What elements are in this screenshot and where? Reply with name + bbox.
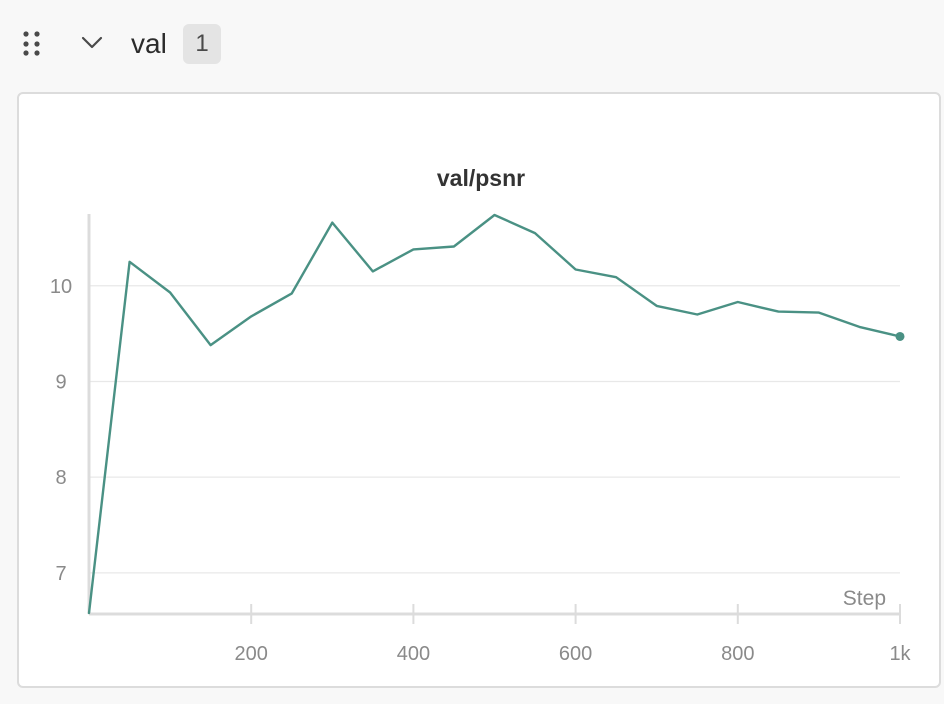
- drag-handle-icon[interactable]: [21, 30, 43, 58]
- section-title[interactable]: val: [131, 28, 167, 59]
- x-tick-label: 800: [721, 643, 754, 665]
- line-chart: val/psnr 7 8 9 10 200 400 600 800 1k Step: [50, 165, 912, 665]
- series-layer: [87, 213, 905, 615]
- grid-lines: [89, 285, 900, 574]
- x-tick-label: 400: [397, 643, 430, 665]
- series-end-point: [895, 331, 905, 341]
- x-tick-label: 200: [235, 643, 268, 665]
- x-tick-label: 600: [559, 643, 592, 665]
- x-tick-label: 1k: [889, 643, 911, 665]
- chart-title: val/psnr: [437, 165, 525, 191]
- y-tick-label: 8: [55, 467, 66, 489]
- series-line: [87, 213, 902, 615]
- axes: 7 8 9 10 200 400 600 800 1k: [50, 214, 912, 665]
- chart-panel[interactable]: val/psnr 7 8 9 10 200 400 600 800 1k Step: [17, 92, 941, 688]
- section-header: val 1: [0, 0, 944, 88]
- y-tick-label: 7: [55, 563, 66, 585]
- y-tick-label: 10: [50, 276, 72, 298]
- y-tick-label: 9: [55, 371, 66, 393]
- chevron-down-icon[interactable]: [78, 30, 106, 56]
- x-axis-label: Step: [843, 587, 886, 610]
- panel-count-badge: 1: [183, 24, 221, 64]
